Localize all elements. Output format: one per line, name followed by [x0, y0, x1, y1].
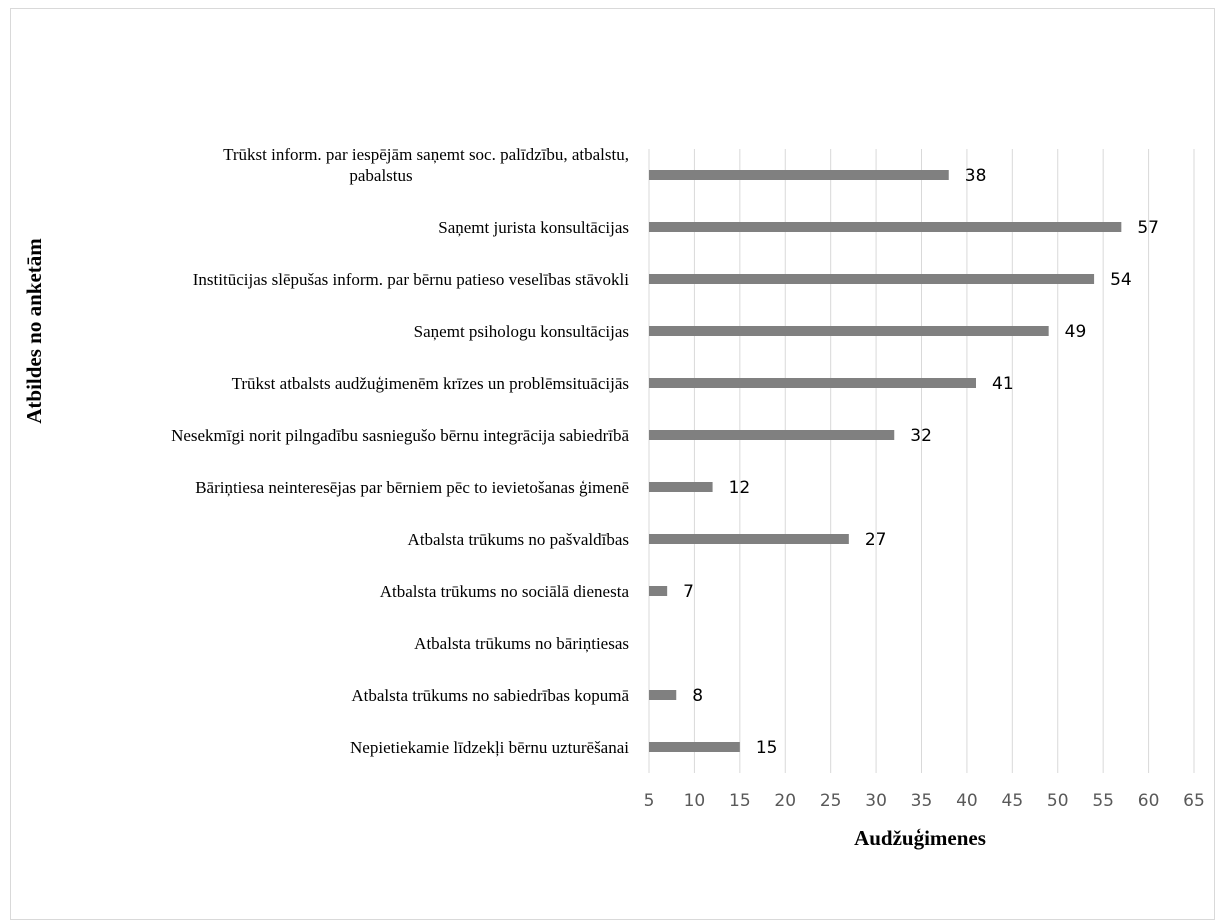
x-tick-labels: 5 10 15 20 25 30 35 40 45 50 55 60 65: [644, 791, 1205, 811]
category-label: Nepietiekamie līdzekļi bērnu uzturēšanai: [350, 738, 629, 757]
bar: [649, 222, 1122, 232]
x-tick-label: 65: [1183, 791, 1205, 811]
data-label: 54: [1110, 270, 1132, 290]
category-label: Institūcijas slēpušas inform. par bērnu …: [193, 270, 630, 289]
bar: [649, 482, 713, 492]
x-tick-label: 50: [1047, 791, 1069, 811]
bar: [649, 534, 849, 544]
data-labels: 38 57 54 49 41 32 12 27 7 8 15: [683, 166, 1159, 758]
data-label: 12: [729, 478, 751, 498]
category-label: Atbalsta trūkums no sociālā dienesta: [380, 582, 630, 601]
category-label: Atbalsta trūkums no sabiedrības kopumā: [351, 686, 629, 705]
bar: [649, 690, 677, 700]
data-label: 41: [992, 374, 1014, 394]
category-label: Trūkst atbalsts audžuģimenēm krīzes un p…: [232, 374, 629, 393]
y-axis-title: Atbildes no anketām: [22, 238, 46, 424]
data-label: 38: [965, 166, 987, 186]
category-label: Atbalsta trūkums no bāriņtiesas: [414, 634, 629, 653]
bars: [649, 170, 1122, 752]
bar: [649, 274, 1095, 284]
category-label: Atbalsta trūkums no pašvaldības: [408, 530, 629, 549]
bar: [649, 326, 1049, 336]
category-label: Saņemt jurista konsultācijas: [438, 218, 629, 237]
x-tick-label: 5: [644, 791, 655, 811]
x-tick-label: 40: [956, 791, 978, 811]
x-tick-label: 10: [684, 791, 706, 811]
data-label: 7: [683, 582, 694, 602]
bar: [649, 586, 668, 596]
bar: [649, 378, 976, 388]
x-tick-label: 15: [729, 791, 751, 811]
data-label: 32: [910, 426, 932, 446]
x-tick-label: 25: [820, 791, 842, 811]
category-label: Trūkst inform. par iespējām saņemt soc. …: [223, 145, 629, 164]
category-label: Nesekmīgi norit pilngadību sasniegušo bē…: [171, 426, 629, 445]
x-tick-label: 30: [865, 791, 887, 811]
category-label: Bāriņtiesa neinteresējas par bērniem pēc…: [195, 478, 629, 497]
bar: [649, 742, 740, 752]
data-label: 49: [1065, 322, 1087, 342]
x-tick-label: 45: [1002, 791, 1024, 811]
bar: [649, 170, 949, 180]
category-label: Saņemt psihologu konsultācijas: [414, 322, 629, 341]
x-tick-label: 35: [911, 791, 933, 811]
gridlines: [648, 149, 1195, 773]
bar: [649, 430, 895, 440]
x-tick-label: 20: [774, 791, 796, 811]
data-label: 27: [865, 530, 887, 550]
chart-frame: Trūkst inform. par iespējām saņemt soc. …: [10, 8, 1215, 920]
data-label: 57: [1137, 218, 1159, 238]
data-label: 8: [692, 686, 703, 706]
x-tick-label: 60: [1138, 791, 1160, 811]
category-labels: Trūkst inform. par iespējām saņemt soc. …: [171, 145, 629, 757]
x-axis-title: Audžuģimenes: [854, 826, 986, 850]
category-label: pabalstus: [349, 166, 412, 185]
data-label: 15: [756, 738, 778, 758]
x-tick-label: 55: [1092, 791, 1114, 811]
bar-chart: Trūkst inform. par iespējām saņemt soc. …: [22, 145, 1205, 850]
